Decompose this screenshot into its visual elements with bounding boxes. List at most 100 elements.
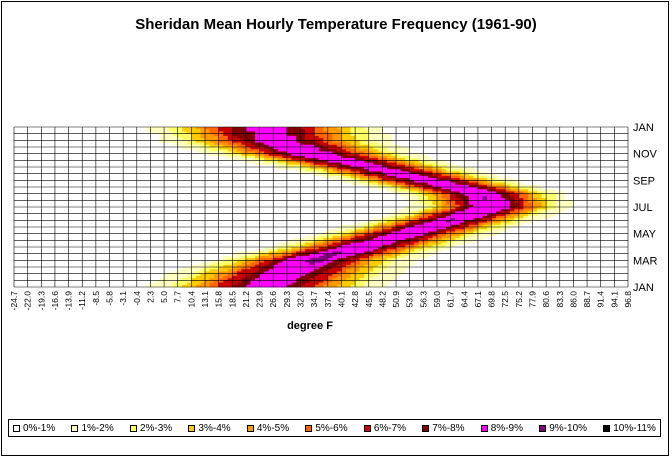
heatmap-cell <box>400 180 406 183</box>
heatmap-cell <box>441 218 447 221</box>
heatmap-cell <box>277 131 283 135</box>
heatmap-cell <box>327 164 333 168</box>
heatmap-cell <box>482 211 488 215</box>
heatmap-cell <box>386 267 392 270</box>
heatmap-cell <box>273 258 279 261</box>
heatmap-cell <box>177 271 183 275</box>
heatmap-cell <box>282 144 288 148</box>
heatmap-cell <box>350 224 356 228</box>
heatmap-cell <box>282 155 288 159</box>
heatmap-cell <box>373 251 379 255</box>
heatmap-cell <box>500 193 506 197</box>
heatmap-cell <box>323 140 329 143</box>
heatmap-cell <box>359 153 365 157</box>
heatmap-cell <box>368 140 374 143</box>
heatmap-cell <box>350 182 356 186</box>
heatmap-cell <box>332 275 338 279</box>
heatmap-cell <box>232 284 238 288</box>
heatmap-cell <box>295 267 301 270</box>
heatmap-cell <box>446 187 452 190</box>
heatmap-cell <box>546 200 552 203</box>
heatmap-cell <box>396 260 401 263</box>
heatmap-cell <box>509 204 515 208</box>
heatmap-cell <box>414 204 420 208</box>
heatmap-cell <box>218 153 224 157</box>
heatmap-cell <box>209 273 215 277</box>
heatmap-cell <box>159 278 165 281</box>
x-tick-label: -16.6 <box>50 291 60 311</box>
heatmap-cell <box>368 260 374 263</box>
heatmap-cell <box>300 269 306 272</box>
heatmap-cell <box>350 238 356 241</box>
heatmap-cell <box>291 244 297 248</box>
heatmap-cell <box>295 258 301 261</box>
heatmap-cell <box>264 127 270 130</box>
heatmap-cell <box>405 240 411 243</box>
heatmap-cell <box>368 255 374 259</box>
heatmap-cell <box>305 271 311 275</box>
heatmap-cell <box>450 189 456 192</box>
heatmap-cell <box>314 249 320 252</box>
heatmap-cell <box>309 169 315 172</box>
heatmap-cell <box>346 247 351 250</box>
heatmap-cell <box>359 264 365 268</box>
heatmap-cell <box>491 202 497 206</box>
heatmap-cell <box>336 264 342 268</box>
heatmap-cell <box>186 271 192 275</box>
heatmap-cell <box>305 258 311 261</box>
heatmap-cell <box>427 249 433 252</box>
heatmap-cell <box>200 142 206 146</box>
heatmap-cell <box>382 247 388 250</box>
heatmap-cell <box>555 209 561 212</box>
heatmap-cell <box>405 222 411 226</box>
heatmap-cell <box>209 264 215 268</box>
heatmap-cell <box>336 258 342 261</box>
heatmap-cell <box>468 211 474 215</box>
heatmap-cell <box>391 213 397 217</box>
heatmap-cell <box>487 222 492 226</box>
heatmap-cell <box>487 184 492 188</box>
heatmap-cell <box>318 271 324 275</box>
heatmap-cell <box>446 173 452 177</box>
heatmap-cell <box>446 224 452 228</box>
heatmap-cell <box>400 227 406 230</box>
heatmap-cell <box>336 162 342 166</box>
heatmap-cell <box>409 193 415 197</box>
heatmap-cell <box>405 249 411 252</box>
heatmap-cell <box>323 258 329 261</box>
heatmap-cell <box>277 158 283 161</box>
heatmap-cell <box>386 242 392 246</box>
heatmap-cell <box>350 138 356 141</box>
heatmap-cell <box>286 247 292 250</box>
heatmap-cell <box>282 282 288 286</box>
heatmap-cell <box>382 220 388 223</box>
heatmap-cell <box>209 262 215 266</box>
heatmap-cell <box>386 142 392 146</box>
heatmap-cell <box>373 224 379 228</box>
heatmap-cell <box>236 140 242 143</box>
heatmap-cell <box>377 160 383 163</box>
heatmap-cell <box>509 218 515 221</box>
heatmap-cell <box>468 182 474 186</box>
heatmap-cell <box>368 278 374 281</box>
heatmap-cell <box>427 211 433 215</box>
heatmap-cell <box>368 155 374 159</box>
heatmap-cell <box>505 180 511 183</box>
heatmap-cell <box>245 273 251 277</box>
heatmap-cell <box>236 147 242 150</box>
heatmap-cell <box>405 164 411 168</box>
heatmap-cell <box>386 135 392 139</box>
heatmap-cell <box>455 198 461 201</box>
heatmap-cell <box>323 164 329 168</box>
heatmap-cell <box>245 151 251 155</box>
heatmap-cell <box>332 269 338 272</box>
heatmap-cell <box>368 171 374 175</box>
heatmap-cell <box>286 153 292 157</box>
heatmap-cell <box>482 178 488 181</box>
heatmap-cell <box>177 131 183 135</box>
heatmap-cell <box>482 220 488 223</box>
heatmap-cell <box>214 142 220 146</box>
heatmap-cell <box>332 262 338 266</box>
heatmap-cell <box>400 267 406 270</box>
heatmap-cell <box>314 162 320 166</box>
